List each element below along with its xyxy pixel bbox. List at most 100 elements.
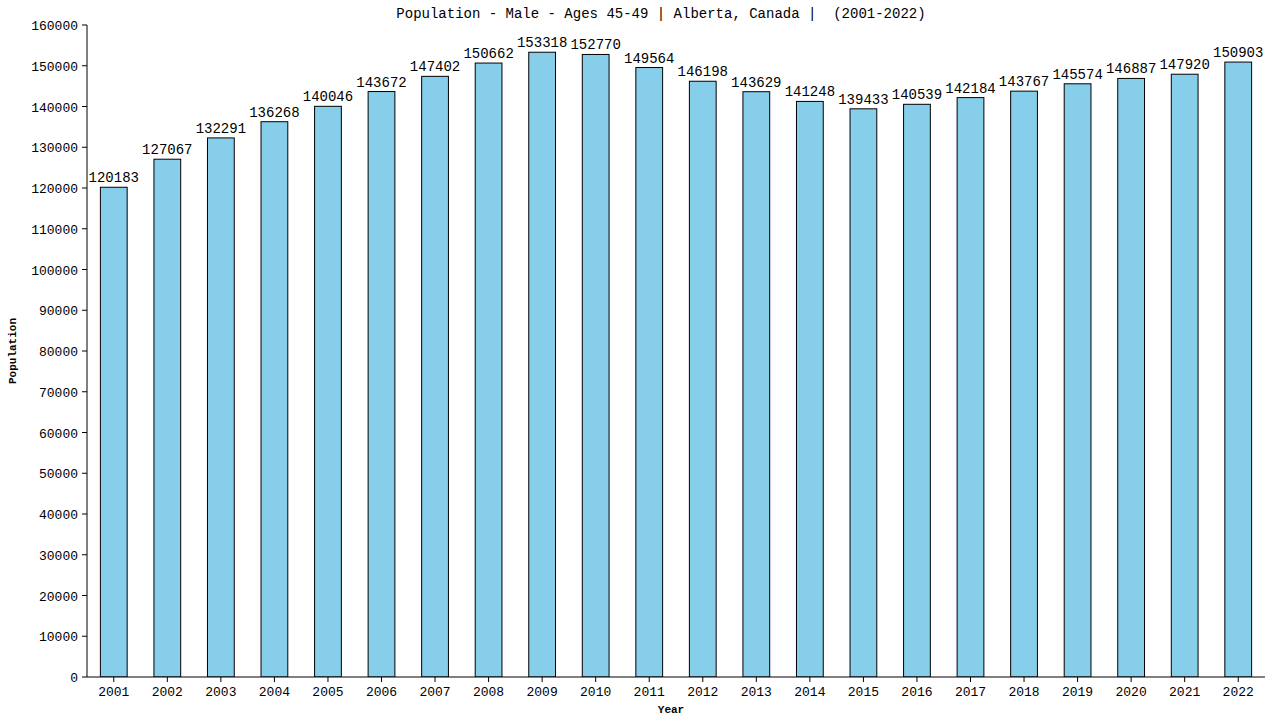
data-label: 147402 xyxy=(410,59,460,75)
data-label: 146198 xyxy=(678,64,728,80)
data-label: 139433 xyxy=(838,92,888,108)
y-tick-label: 80000 xyxy=(39,345,78,360)
bar xyxy=(1064,84,1091,677)
x-tick xyxy=(167,677,168,682)
bar xyxy=(1011,91,1038,677)
x-tick xyxy=(595,677,596,682)
y-tick xyxy=(82,473,87,474)
y-tick-label: 130000 xyxy=(31,141,78,156)
x-tick-label: 2012 xyxy=(687,685,718,700)
bar xyxy=(475,63,502,677)
bar xyxy=(743,92,770,677)
x-tick-label: 2007 xyxy=(419,685,450,700)
data-label: 140539 xyxy=(892,87,942,103)
x-tick xyxy=(863,677,864,682)
x-tick xyxy=(1184,677,1185,682)
bars xyxy=(100,52,1251,677)
x-tick xyxy=(809,677,810,682)
y-tick xyxy=(82,228,87,229)
y-tick-label: 30000 xyxy=(39,549,78,564)
y-tick-label: 60000 xyxy=(39,427,78,442)
x-tick xyxy=(649,677,650,682)
y-tick xyxy=(82,310,87,311)
bar xyxy=(315,106,342,677)
y-tick xyxy=(82,147,87,148)
y-tick xyxy=(82,25,87,26)
x-tick xyxy=(113,677,114,682)
data-label: 136268 xyxy=(249,105,299,121)
data-label: 132291 xyxy=(196,121,246,137)
x-tick-label: 2004 xyxy=(259,685,290,700)
x-tick-label: 2019 xyxy=(1062,685,1093,700)
y-tick xyxy=(82,554,87,555)
bar xyxy=(261,122,288,677)
bar xyxy=(1225,62,1252,677)
data-label: 150903 xyxy=(1213,45,1263,61)
chart: Population - Male - Ages 45-49 | Alberta… xyxy=(0,0,1280,720)
data-label: 143629 xyxy=(731,75,781,91)
x-tick xyxy=(916,677,917,682)
bar xyxy=(1171,74,1198,677)
y-tick xyxy=(82,106,87,107)
x-tick-label: 2016 xyxy=(901,685,932,700)
x-tick-label: 2021 xyxy=(1169,685,1200,700)
x-tick-label: 2014 xyxy=(794,685,825,700)
x-tick xyxy=(702,677,703,682)
x-tick xyxy=(1131,677,1132,682)
y-tick-label: 0 xyxy=(70,671,78,686)
data-label: 147920 xyxy=(1159,57,1209,73)
data-label: 146887 xyxy=(1106,61,1156,77)
x-tick-label: 2011 xyxy=(634,685,665,700)
data-label: 153318 xyxy=(517,35,567,51)
y-tick-label: 50000 xyxy=(39,467,78,482)
y-axis xyxy=(87,25,88,677)
bar xyxy=(154,159,181,677)
x-tick-label: 2005 xyxy=(312,685,343,700)
y-tick-label: 100000 xyxy=(31,264,78,279)
x-tick-label: 2002 xyxy=(152,685,183,700)
x-tick-label: 2020 xyxy=(1116,685,1147,700)
y-axis-label: Population xyxy=(7,318,19,384)
x-tick-label: 2022 xyxy=(1223,685,1254,700)
bar xyxy=(207,138,234,677)
data-label: 143672 xyxy=(356,75,406,91)
data-label: 127067 xyxy=(142,142,192,158)
y-tick-label: 40000 xyxy=(39,508,78,523)
x-tick xyxy=(381,677,382,682)
y-tick-label: 10000 xyxy=(39,630,78,645)
x-tick xyxy=(970,677,971,682)
bar xyxy=(636,68,663,677)
x-tick-label: 2001 xyxy=(98,685,129,700)
data-label: 149564 xyxy=(624,51,674,67)
y-tick-label: 20000 xyxy=(39,590,78,605)
y-tick-label: 110000 xyxy=(31,223,78,238)
data-label: 152770 xyxy=(570,37,620,53)
x-tick xyxy=(1024,677,1025,682)
y-tick xyxy=(82,677,87,678)
x-tick xyxy=(1077,677,1078,682)
x-tick-label: 2006 xyxy=(366,685,397,700)
x-tick xyxy=(274,677,275,682)
bar xyxy=(689,81,716,677)
bar xyxy=(582,54,609,677)
x-tick-label: 2008 xyxy=(473,685,504,700)
y-tick-label: 70000 xyxy=(39,386,78,401)
y-tick xyxy=(82,65,87,66)
y-tick xyxy=(82,188,87,189)
data-label: 143767 xyxy=(999,74,1049,90)
bar xyxy=(904,104,931,677)
x-tick-label: 2015 xyxy=(848,685,879,700)
y-tick xyxy=(82,351,87,352)
bar xyxy=(529,52,556,677)
bar xyxy=(100,187,127,677)
x-tick-label: 2003 xyxy=(205,685,236,700)
bar xyxy=(422,76,449,677)
bar xyxy=(796,101,823,677)
y-tick xyxy=(82,432,87,433)
y-tick-label: 120000 xyxy=(31,182,78,197)
x-tick xyxy=(542,677,543,682)
data-label: 141248 xyxy=(785,84,835,100)
data-label: 142184 xyxy=(945,81,995,97)
x-tick xyxy=(327,677,328,682)
bar xyxy=(850,109,877,677)
